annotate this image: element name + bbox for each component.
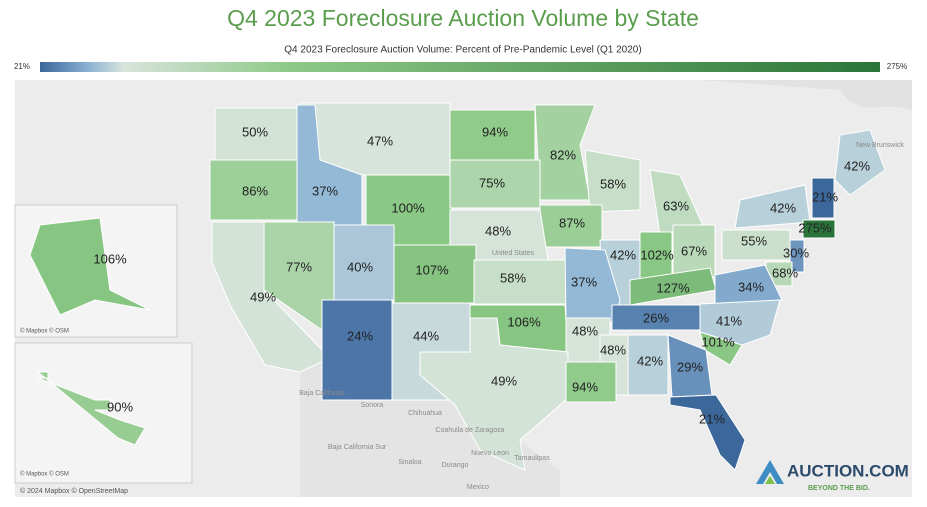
value-label: 107% <box>415 262 449 277</box>
land <box>15 80 912 110</box>
value-label: 68% <box>772 265 798 280</box>
legend-bar <box>40 62 880 72</box>
value-label: 48% <box>485 223 511 238</box>
value-label: 100% <box>391 200 425 215</box>
value-label: 48% <box>600 342 626 357</box>
attribution: © Mapbox © OSM <box>20 471 69 478</box>
title: Q4 2023 Foreclosure Auction Volume by St… <box>227 5 699 31</box>
attribution: © 2024 Mapbox © OpenStreetMap <box>20 487 128 495</box>
value-label: 101% <box>701 334 735 349</box>
logo-icon <box>765 476 775 484</box>
value-label: 41% <box>716 313 742 328</box>
value-label: 21% <box>812 189 838 204</box>
state <box>321 299 393 401</box>
value-label: 63% <box>663 198 689 213</box>
value-label: 102% <box>640 247 674 262</box>
place-label: Nuevo Leon <box>471 450 509 457</box>
place-label: Mexico <box>467 484 489 491</box>
logo-icon <box>756 460 784 484</box>
value-label: 106% <box>93 251 127 266</box>
value-label: 67% <box>681 243 707 258</box>
value-label: 90% <box>107 399 133 414</box>
value-label: 44% <box>413 328 439 343</box>
place-label: United States <box>492 250 535 257</box>
value-label: 127% <box>656 280 690 295</box>
value-label: 275% <box>798 220 832 235</box>
value-label: 47% <box>367 133 393 148</box>
state <box>211 221 331 373</box>
legend-max-label: 275% <box>887 62 907 71</box>
value-label: 87% <box>559 215 585 230</box>
value-label: 94% <box>572 379 598 394</box>
value-label: 37% <box>571 274 597 289</box>
place-label: Baja California <box>299 390 345 397</box>
logo-tagline: BEYOND THE BID. <box>808 485 870 492</box>
value-label: 49% <box>491 373 517 388</box>
value-label: 58% <box>500 270 526 285</box>
state <box>565 361 617 403</box>
state <box>699 331 743 366</box>
value-label: 94% <box>482 124 508 139</box>
place-label: Baja California Sur <box>328 444 387 451</box>
state <box>627 334 669 396</box>
place-label: New Brunswick <box>856 142 904 149</box>
value-label: 42% <box>637 353 663 368</box>
hawaii-inset <box>14 342 193 484</box>
value-label: 24% <box>347 328 373 343</box>
state <box>36 371 146 446</box>
value-label: 34% <box>738 279 764 294</box>
attribution: © Mapbox © OSM <box>20 328 69 335</box>
value-label: 86% <box>242 183 268 198</box>
value-label: 48% <box>572 323 598 338</box>
place-label: Tamaulipas <box>514 455 550 462</box>
value-label: 106% <box>507 314 541 329</box>
value-label: 49% <box>250 289 276 304</box>
state <box>699 299 781 346</box>
logo-name: AUCTION.COM <box>787 461 909 480</box>
value-label: 50% <box>242 124 268 139</box>
state <box>811 177 835 219</box>
state <box>789 239 805 273</box>
place-label: Chihuahua <box>408 410 442 417</box>
value-label: 40% <box>347 259 373 274</box>
state <box>584 149 641 213</box>
state <box>802 219 836 239</box>
value-label: 29% <box>677 359 703 374</box>
place-label: Sinaloa <box>398 459 421 466</box>
value-label: 55% <box>741 233 767 248</box>
value-label: 42% <box>770 200 796 215</box>
legend-min-label: 21% <box>14 62 30 71</box>
value-label: 75% <box>479 175 505 190</box>
state <box>669 394 746 471</box>
value-label: 58% <box>600 176 626 191</box>
value-label: 42% <box>844 158 870 173</box>
place-label: Coahuila de Zaragoza <box>436 427 505 434</box>
value-label: 42% <box>610 247 636 262</box>
place-label: Sonora <box>361 402 384 409</box>
states <box>29 102 886 471</box>
labels: 50% 47% 94% 82% 42% 86% 37% 100% 75% 58% 63% 42% 21%… <box>93 124 904 490</box>
value-label: 26% <box>643 310 669 325</box>
state <box>29 217 151 316</box>
value-label: 82% <box>550 147 576 162</box>
legend-title: Q4 2023 Foreclosure Auction Volume: Perc… <box>284 45 641 56</box>
place-label: Durango <box>442 462 469 469</box>
value-label: 30% <box>783 245 809 260</box>
state <box>714 264 783 306</box>
value-label: 77% <box>286 259 312 274</box>
state <box>834 129 886 196</box>
value-label: 21% <box>699 411 725 426</box>
value-label: 37% <box>312 183 338 198</box>
